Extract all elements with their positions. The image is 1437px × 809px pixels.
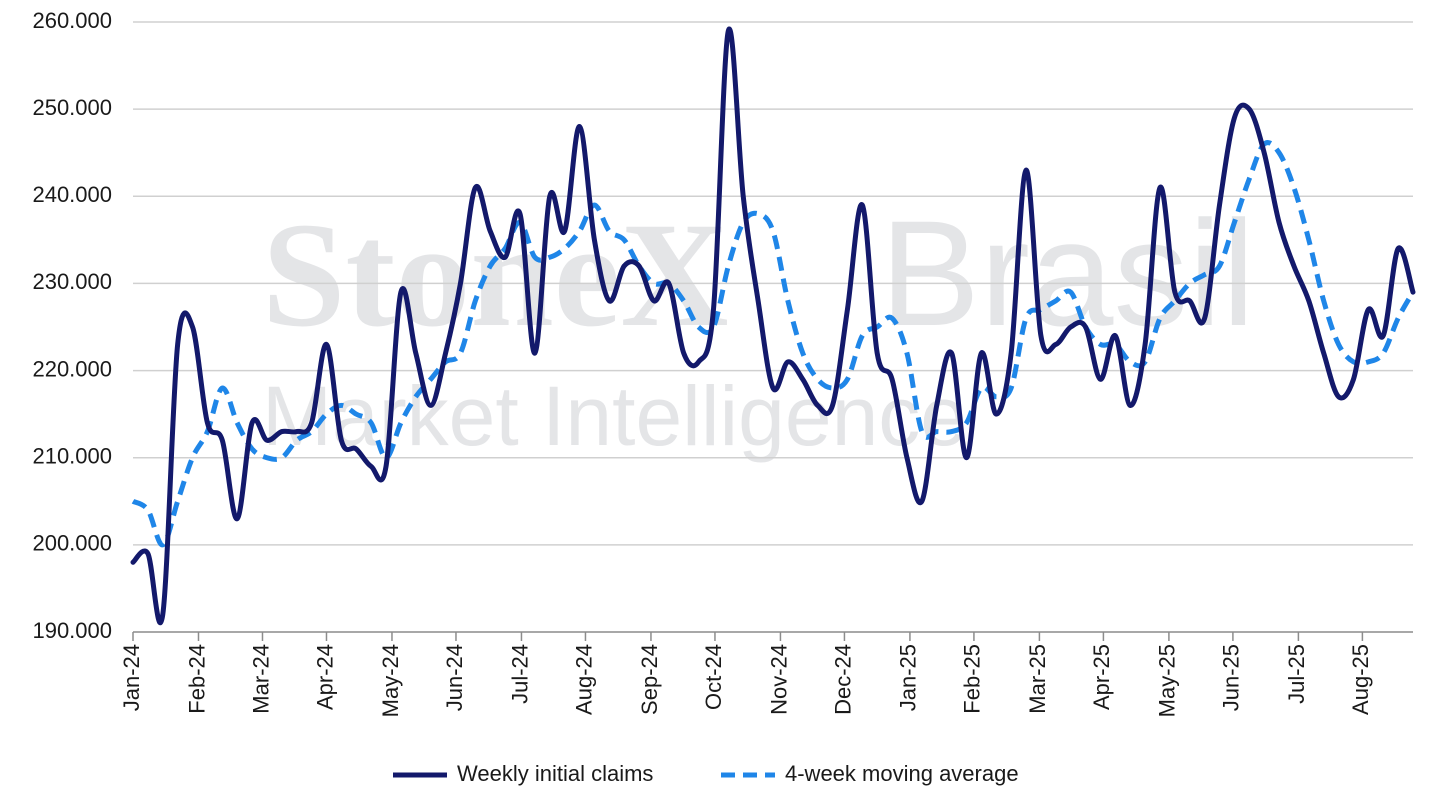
y-tick-label: 220.000 xyxy=(32,356,112,381)
x-tick-label: Nov-24 xyxy=(766,644,791,715)
x-tick-label: Aug-25 xyxy=(1348,644,1373,715)
x-tick-label: Jun-25 xyxy=(1219,644,1244,711)
x-tick-label: Sep-24 xyxy=(637,644,662,715)
legend-label: Weekly initial claims xyxy=(457,761,653,786)
x-tick-label: Dec-24 xyxy=(830,644,855,715)
x-tick-label: Jan-25 xyxy=(896,644,921,711)
x-tick-label: Jun-24 xyxy=(442,644,467,711)
series-line xyxy=(131,140,1416,548)
x-tick-label: Mar-24 xyxy=(248,644,273,714)
series-line xyxy=(130,26,1416,626)
x-tick-label: Feb-24 xyxy=(184,644,209,714)
x-tick-label: Aug-24 xyxy=(571,644,596,715)
y-tick-label: 250.000 xyxy=(32,95,112,120)
x-tick-label: May-24 xyxy=(378,644,403,717)
y-tick-label: 230.000 xyxy=(32,269,112,294)
x-tick-label: Apr-25 xyxy=(1089,644,1114,710)
y-tick-label: 240.000 xyxy=(32,182,112,207)
y-tick-label: 200.000 xyxy=(32,531,112,556)
x-tick-label: Apr-24 xyxy=(312,644,337,710)
y-tick-label: 210.000 xyxy=(32,444,112,469)
x-tick-label: Mar-25 xyxy=(1025,644,1050,714)
watermark: Market Intelligence xyxy=(262,369,967,463)
x-tick-label: Feb-25 xyxy=(960,644,985,714)
legend-label: 4-week moving average xyxy=(785,761,1019,786)
watermark: StoneX xyxy=(262,192,729,358)
x-tick-label: Jan-24 xyxy=(119,644,144,711)
x-tick-label: Jul-25 xyxy=(1284,644,1309,704)
x-tick-label: May-25 xyxy=(1155,644,1180,717)
y-tick-label: 190.000 xyxy=(32,618,112,643)
x-tick-label: Oct-24 xyxy=(701,644,726,710)
y-tick-label: 260.000 xyxy=(32,8,112,33)
x-tick-label: Jul-24 xyxy=(507,644,532,704)
